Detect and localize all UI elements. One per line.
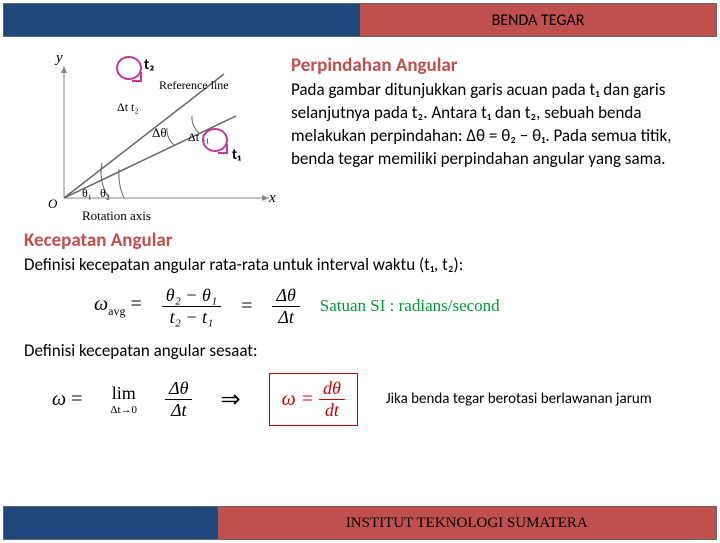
theta1-label: θ₁ [82, 186, 92, 201]
section2-heading: Kecepatan Angular [24, 229, 696, 252]
section2: Kecepatan Angular Definisi kecepatan ang… [24, 229, 696, 426]
t1-marker-circle [202, 128, 228, 152]
rotation-note: Jika benda tegar berotasi berlawanan jar… [386, 390, 652, 408]
frac3: Δθ Δt [165, 378, 192, 421]
ref-line-label: Reference line [159, 78, 229, 93]
top-row: y x O Rotation axis Reference line Δθ Δt… [24, 48, 696, 223]
section2-def2: Definisi kecepatan angular sesaat: [24, 340, 696, 363]
footer-bar: INSTITUT TEKNOLOGI SUMATERA [3, 506, 717, 540]
dt-t2-label: Δt t₂ [117, 100, 139, 115]
dtheta-label: Δθ [152, 125, 167, 141]
header-title-block: BENDA TEGAR [360, 4, 716, 36]
omega-avg-lhs: ωavg = [94, 293, 142, 319]
equation-instant: ω = lim Δt→0 Δθ Δt ⇒ ω = dθ dt Jika bend… [24, 373, 696, 426]
implies-arrow: ⇒ [220, 385, 240, 414]
equals-box: = [302, 388, 313, 411]
t2-marker-circle [116, 56, 142, 80]
x-axis-label: x [269, 190, 276, 207]
section1-heading: Perpindahan Angular [291, 54, 696, 77]
section1-body: Pada gambar ditunjukkan garis acuan pada… [291, 79, 696, 171]
frac-box-num: dθ [319, 378, 345, 400]
y-axis-label: y [56, 50, 63, 67]
frac3-num: Δθ [165, 378, 192, 400]
lim-label: lim [112, 383, 136, 404]
slide-content: y x O Rotation axis Reference line Δθ Δt… [0, 40, 720, 426]
rotation-axis-label: Rotation axis [82, 208, 151, 224]
frac2: Δθ Δt [272, 285, 299, 328]
t2-label: t₂ [144, 56, 154, 74]
frac1: θ₂ − θ₁ t₂ − t₁ [162, 285, 221, 328]
rotation-diagram: y x O Rotation axis Reference line Δθ Δt… [24, 48, 279, 223]
header-left-block [4, 4, 360, 36]
frac-boxed: dθ dt [319, 378, 345, 421]
equals-1: = [241, 295, 252, 318]
frac1-num: θ₂ − θ₁ [162, 285, 221, 307]
t1-label: t₁ [232, 146, 241, 164]
frac1-den: t₂ − t₁ [166, 307, 218, 328]
footer-left-block [4, 507, 218, 539]
lim-sub: Δt→0 [110, 404, 137, 416]
frac3-den: Δt [167, 400, 191, 421]
frac2-den: Δt [274, 307, 298, 328]
si-unit-text: Satuan SI : radians/second [320, 296, 500, 316]
omega-inst: ω = [52, 388, 82, 411]
origin-label: O [48, 196, 57, 212]
header-title: BENDA TEGAR [492, 11, 585, 30]
footer-text-block: INSTITUT TEKNOLOGI SUMATERA [218, 507, 716, 539]
header-bar: BENDA TEGAR [3, 3, 717, 37]
section1-text: Perpindahan Angular Pada gambar ditunjuk… [291, 48, 696, 223]
frac2-num: Δθ [272, 285, 299, 307]
equation-avg: ωavg = θ₂ − θ₁ t₂ − t₁ = Δθ Δt Satuan SI… [24, 285, 696, 328]
frac-box-den: dt [321, 400, 343, 421]
section2-def1: Definisi kecepatan angular rata-rata unt… [24, 254, 696, 277]
omega-sym2: ω [52, 388, 66, 410]
omega-box: ω [282, 388, 296, 411]
theta2-label: θ₂ [100, 186, 110, 201]
footer-text: INSTITUT TEKNOLOGI SUMATERA [346, 515, 588, 532]
omega-sym: ω [94, 293, 108, 315]
boxed-equation: ω = dθ dt [269, 373, 358, 426]
lim-block: lim Δt→0 [110, 383, 137, 416]
avg-sub: avg [108, 304, 125, 318]
